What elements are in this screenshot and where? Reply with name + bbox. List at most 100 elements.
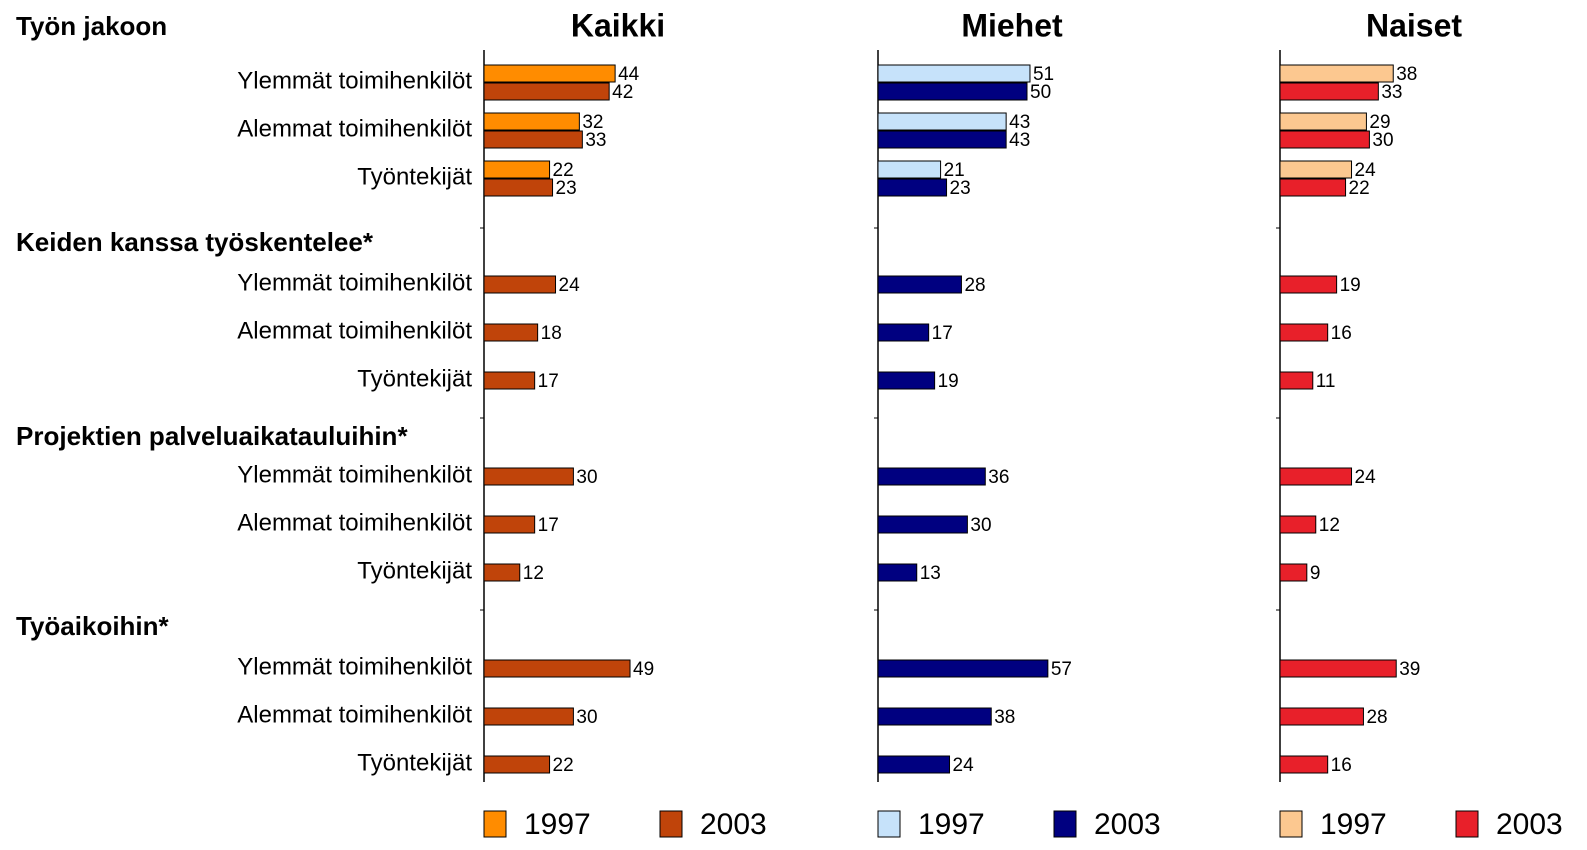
- panel-title: Miehet: [961, 7, 1063, 43]
- value-label: 33: [1381, 82, 1402, 103]
- bar: [1279, 563, 1308, 582]
- value-label: 43: [1009, 112, 1030, 133]
- value-label: 17: [932, 323, 953, 344]
- bar: [483, 659, 631, 678]
- legend-swatch: [659, 810, 683, 838]
- legend-swatch: [877, 810, 901, 838]
- legend-swatch: [483, 810, 507, 838]
- bar: [877, 178, 948, 197]
- category-label: Työntekijät: [357, 365, 472, 392]
- value-label: 19: [1340, 275, 1361, 296]
- value-label: 51: [1033, 64, 1054, 85]
- value-label: 16: [1331, 323, 1352, 344]
- value-label: 24: [953, 755, 975, 776]
- bar: [877, 323, 930, 342]
- bar: [1279, 82, 1379, 101]
- value-label: 28: [964, 275, 985, 296]
- bar: [1279, 323, 1329, 342]
- bar: [877, 275, 962, 294]
- category-label: Ylemmät toimihenkilöt: [237, 67, 472, 94]
- value-label: 24: [1355, 467, 1377, 488]
- legend-label: 2003: [1094, 808, 1161, 841]
- bar: [877, 515, 968, 534]
- bar: [483, 160, 551, 179]
- bar: [483, 82, 610, 101]
- value-label: 22: [553, 755, 574, 776]
- group-heading: Keiden kanssa työskentelee*: [16, 227, 374, 257]
- value-label: 18: [541, 323, 562, 344]
- value-label: 23: [950, 178, 971, 199]
- value-label: 17: [538, 515, 559, 536]
- bar: [1279, 160, 1353, 179]
- bar: [1279, 112, 1367, 131]
- value-label: 21: [944, 160, 965, 181]
- bar: [1279, 755, 1329, 774]
- legend-swatch: [1279, 810, 1303, 838]
- bar: [483, 467, 574, 486]
- bar: [483, 755, 551, 774]
- category-label: Ylemmät toimihenkilöt: [237, 461, 472, 488]
- bar: [1279, 64, 1394, 83]
- category-label: Alemmat toimihenkilöt: [237, 317, 472, 344]
- bar: [1279, 515, 1317, 534]
- value-label: 12: [1319, 515, 1340, 536]
- bar: [483, 130, 583, 149]
- value-label: 49: [633, 659, 654, 680]
- bar: [877, 160, 942, 179]
- value-label: 11: [1316, 371, 1336, 392]
- value-label: 36: [988, 467, 1009, 488]
- bar: [877, 707, 992, 726]
- bar: [877, 112, 1007, 131]
- bar: [877, 659, 1049, 678]
- bar: [877, 755, 951, 774]
- panel-title: Kaikki: [571, 7, 665, 43]
- value-label: 23: [556, 178, 577, 199]
- value-label: 30: [1372, 130, 1393, 151]
- value-label: 42: [612, 82, 633, 103]
- value-label: 12: [523, 563, 544, 584]
- legend-label: 1997: [918, 808, 985, 841]
- bar: [483, 112, 580, 131]
- value-label: 30: [970, 515, 991, 536]
- bar: [1279, 659, 1397, 678]
- value-label: 24: [1355, 160, 1377, 181]
- group-heading: Työaikoihin*: [16, 611, 170, 641]
- bar: [1279, 130, 1370, 149]
- group-heading: Projektien palveluaikatauluihin*: [16, 421, 408, 451]
- panel-title: Naiset: [1366, 7, 1462, 43]
- value-label: 44: [618, 64, 640, 85]
- value-label: 19: [938, 371, 959, 392]
- bar: [483, 515, 536, 534]
- value-label: 28: [1366, 707, 1387, 728]
- legend-label: 1997: [1320, 808, 1387, 841]
- bar: [1279, 707, 1364, 726]
- category-label: Työntekijät: [357, 749, 472, 776]
- value-label: 29: [1369, 112, 1390, 133]
- bar: [1279, 178, 1347, 197]
- value-label: 38: [1396, 64, 1417, 85]
- legend-label: 1997: [524, 808, 591, 841]
- bar: [877, 371, 936, 390]
- bar: [483, 275, 557, 294]
- value-label: 16: [1331, 755, 1352, 776]
- value-label: 17: [538, 371, 559, 392]
- bar: [877, 563, 918, 582]
- bar: [483, 323, 539, 342]
- bar: [1279, 275, 1338, 294]
- bar: [877, 467, 986, 486]
- bar: [877, 82, 1028, 101]
- value-label: 30: [576, 707, 597, 728]
- category-label: Ylemmät toimihenkilöt: [237, 269, 472, 296]
- category-label: Ylemmät toimihenkilöt: [237, 653, 472, 680]
- value-label: 13: [920, 563, 941, 584]
- bar: [483, 178, 554, 197]
- value-label: 32: [582, 112, 603, 133]
- value-label: 38: [994, 707, 1015, 728]
- group-heading: Työn jakoon: [16, 11, 167, 41]
- category-label: Työntekijät: [357, 557, 472, 584]
- value-label: 9: [1310, 563, 1321, 584]
- value-label: 33: [585, 130, 606, 151]
- bar: [483, 371, 536, 390]
- category-label: Alemmat toimihenkilöt: [237, 115, 472, 142]
- value-label: 24: [559, 275, 581, 296]
